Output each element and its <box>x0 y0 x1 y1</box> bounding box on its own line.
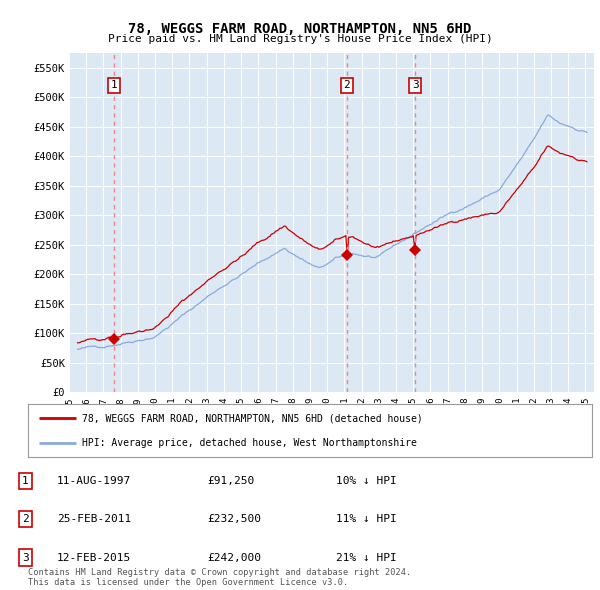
Text: Price paid vs. HM Land Registry's House Price Index (HPI): Price paid vs. HM Land Registry's House … <box>107 34 493 44</box>
Text: £242,000: £242,000 <box>207 553 261 562</box>
Text: 3: 3 <box>22 553 29 562</box>
Text: Contains HM Land Registry data © Crown copyright and database right 2024.
This d: Contains HM Land Registry data © Crown c… <box>28 568 412 587</box>
Text: 78, WEGGS FARM ROAD, NORTHAMPTON, NN5 6HD (detached house): 78, WEGGS FARM ROAD, NORTHAMPTON, NN5 6H… <box>82 414 422 424</box>
Text: 12-FEB-2015: 12-FEB-2015 <box>57 553 131 562</box>
Text: 10% ↓ HPI: 10% ↓ HPI <box>336 476 397 486</box>
Text: £232,500: £232,500 <box>207 514 261 524</box>
Text: 2: 2 <box>344 80 350 90</box>
Text: £91,250: £91,250 <box>207 476 254 486</box>
Text: 2: 2 <box>22 514 29 524</box>
Text: 1: 1 <box>22 476 29 486</box>
Text: 11% ↓ HPI: 11% ↓ HPI <box>336 514 397 524</box>
Text: 21% ↓ HPI: 21% ↓ HPI <box>336 553 397 562</box>
Text: 78, WEGGS FARM ROAD, NORTHAMPTON, NN5 6HD: 78, WEGGS FARM ROAD, NORTHAMPTON, NN5 6H… <box>128 22 472 37</box>
Text: HPI: Average price, detached house, West Northamptonshire: HPI: Average price, detached house, West… <box>82 438 416 448</box>
Text: 3: 3 <box>412 80 419 90</box>
Text: 11-AUG-1997: 11-AUG-1997 <box>57 476 131 486</box>
Text: 25-FEB-2011: 25-FEB-2011 <box>57 514 131 524</box>
Text: 1: 1 <box>110 80 118 90</box>
